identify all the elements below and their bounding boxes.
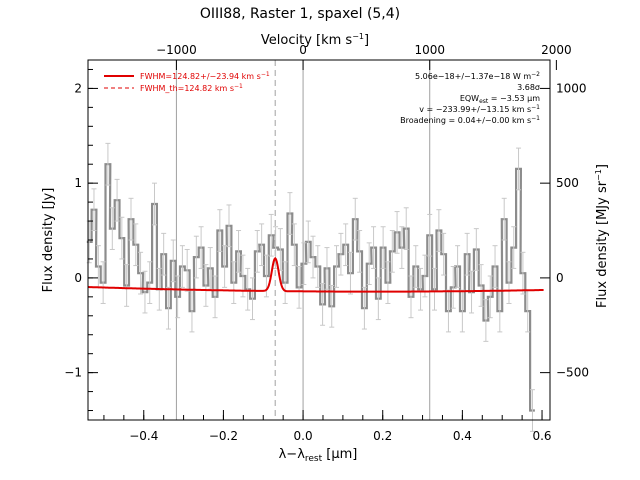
legend: FWHM=124.82+/−23.94 km s−1 FWHM_th=124.8… [104, 71, 270, 93]
annotation-sigma: 3.68σ [517, 83, 540, 92]
chart-title: OIII88, Raster 1, spaxel (5,4) [200, 6, 400, 22]
y-axis-label-left: Flux density [Jy] [41, 188, 56, 293]
x-tick-label: 0.6 [532, 429, 551, 443]
legend-entry-fwhm: FWHM=124.82+/−23.94 km s−1 [140, 71, 270, 81]
x-tick-label: −0.4 [129, 429, 158, 443]
annotations: 5.06e−18+/−1.37e−18 W m−2 3.68σ EQWest =… [400, 71, 540, 125]
x-tick-label: 0.2 [373, 429, 392, 443]
top-tick-label: 1000 [414, 43, 445, 57]
y-tick-label: −1 [64, 366, 82, 380]
data-series-step [86, 163, 535, 412]
top-tick-label: 2000 [541, 43, 572, 57]
annotation-broadening: Broadening = 0.04+/−0.00 km s−1 [400, 115, 540, 125]
x-axis-label: λ−λrest [μm] [279, 447, 358, 464]
legend-entry-fwhm-th: FWHM_th=124.82 km s−1 [140, 83, 243, 93]
x-tick-label: 0.0 [294, 429, 313, 443]
y-tick-label: 2 [74, 81, 82, 95]
x-tick-label: 0.4 [453, 429, 472, 443]
axes-layer: −0.4 −0.2 0.0 0.2 0.4 0.6 −1000 0 1000 2000 −1 0 1 2 −… [64, 43, 589, 443]
y-axis-label-right: Flux density [MJy sr−1] [594, 164, 610, 308]
fit-curve [88, 256, 544, 293]
top-tick-label: −1000 [156, 43, 197, 57]
plot-frame [87, 59, 551, 421]
x-tick-label: −0.2 [209, 429, 238, 443]
top-axis-label: Velocity [km s−1] [261, 32, 369, 48]
right-tick-label: 1000 [556, 81, 587, 95]
y-tick-label: 0 [74, 271, 82, 285]
annotation-eqw: EQWest = −3.53 μm [460, 94, 540, 105]
right-tick-label: 500 [556, 176, 579, 190]
right-tick-label: 0 [556, 271, 564, 285]
annotation-flux: 5.06e−18+/−1.37e−18 W m−2 [415, 71, 540, 81]
y-tick-label: 1 [74, 176, 82, 190]
right-tick-label: −500 [556, 366, 589, 380]
top-tick-label: 0 [299, 43, 307, 57]
annotation-velocity: v = −233.99+/−13.15 km s−1 [419, 104, 540, 114]
plot-layer [86, 60, 544, 432]
